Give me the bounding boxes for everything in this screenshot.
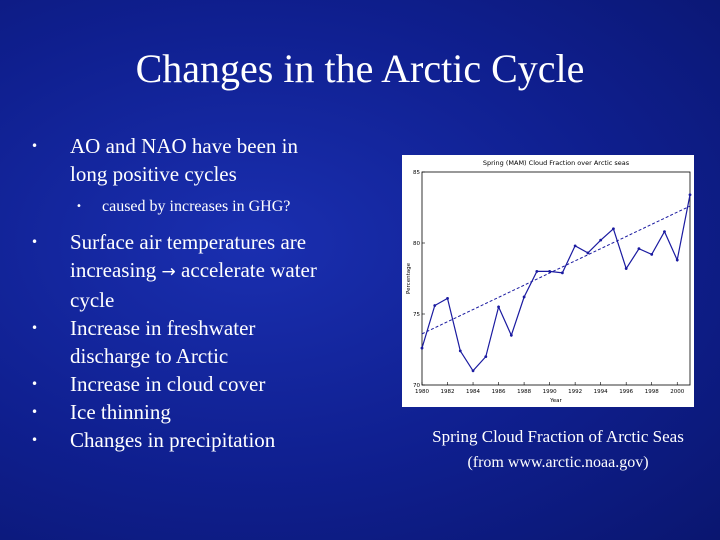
data-point <box>624 267 628 270</box>
x-tick-label: 1980 <box>415 389 429 395</box>
x-axis-label: Year <box>549 398 562 404</box>
bullet-precipitation: • Changes in precipitation <box>26 426 376 454</box>
data-point <box>497 305 500 309</box>
bullet-text-part: accelerate water <box>181 258 317 282</box>
data-point <box>586 251 590 255</box>
data-point <box>446 296 449 300</box>
y-tick-label: 70 <box>413 383 420 389</box>
data-point <box>458 349 462 353</box>
x-tick-label: 1988 <box>517 389 531 395</box>
bullet-marker: • <box>31 377 39 391</box>
data-point <box>663 230 666 234</box>
bullet-marker: • <box>31 139 39 153</box>
bullet-text-line: Increase in freshwater <box>70 316 256 340</box>
x-tick-label: 1982 <box>441 389 455 395</box>
bullet-marker: • <box>31 433 39 447</box>
bullet-text-line: cycle <box>70 288 115 312</box>
y-tick-label: 85 <box>413 170 420 176</box>
bullet-text-part: increasing <box>70 258 157 282</box>
data-point <box>637 247 641 251</box>
data-point <box>433 304 437 307</box>
sub-bullet-text: caused by increases in GHG? <box>102 198 291 215</box>
chart-source: (from www.arctic.noaa.gov) <box>467 454 649 471</box>
trend-line <box>421 205 691 335</box>
bullet-text-line: increasing → accelerate water <box>70 256 376 286</box>
bullet-text-line: discharge to Arctic <box>70 344 229 368</box>
data-point <box>420 346 424 350</box>
bullet-text-line: Changes in precipitation <box>70 428 276 452</box>
bullet-list: • AO and NAO have been in long positive … <box>26 132 376 454</box>
x-tick-label: 1986 <box>492 389 506 395</box>
data-point <box>688 193 692 197</box>
data-point <box>560 271 564 275</box>
x-tick-label: 2000 <box>670 389 684 395</box>
data-point <box>599 238 603 242</box>
bullet-ao-nao: • AO and NAO have been in long positive … <box>26 132 376 188</box>
data-point <box>548 270 552 273</box>
slide-title: Changes in the Arctic Cycle <box>135 46 585 91</box>
bullet-surface-air: • Surface air temperatures are increasin… <box>26 228 376 314</box>
data-point <box>522 295 526 299</box>
plot-frame <box>421 171 691 386</box>
x-tick-label: 1992 <box>568 389 582 395</box>
x-tick-label: 1994 <box>594 389 608 395</box>
y-tick-label: 75 <box>413 312 420 318</box>
data-point <box>471 369 475 373</box>
bullet-text-line: AO and NAO have been in <box>70 134 299 158</box>
bullet-freshwater: • Increase in freshwater discharge to Ar… <box>26 314 376 370</box>
cloud-fraction-chart: Spring (MAM) Cloud Fraction over Arctic … <box>402 155 694 407</box>
chart-svg: Spring (MAM) Cloud Fraction over Arctic … <box>406 159 692 404</box>
data-point <box>509 333 513 337</box>
chart-title: Spring (MAM) Cloud Fraction over Arctic … <box>483 159 630 167</box>
y-tick-label: 80 <box>413 241 420 247</box>
x-tick-label: 1984 <box>466 389 480 395</box>
bullet-text-line: Ice thinning <box>70 400 171 424</box>
bullet-marker: • <box>31 405 39 419</box>
bullet-marker: • <box>31 235 39 249</box>
x-tick-label: 1990 <box>543 389 557 395</box>
data-point <box>573 244 577 248</box>
sub-bullet-ghg: • caused by increases in GHG? <box>26 196 376 218</box>
data-point <box>535 270 539 273</box>
bullet-text-line: Increase in cloud cover <box>70 372 266 396</box>
bullet-text-line: long positive cycles <box>70 162 237 186</box>
bullet-cloud-cover: • Increase in cloud cover <box>26 370 376 398</box>
x-tick-label: 1996 <box>619 389 633 395</box>
series-line <box>421 194 691 372</box>
chart-caption: Spring Cloud Fraction of Arctic Seas <box>432 427 684 446</box>
data-point <box>612 227 615 231</box>
data-point <box>650 252 654 256</box>
bullet-ice-thinning: • Ice thinning <box>26 398 376 426</box>
y-axis-label: Percentage <box>406 262 412 294</box>
data-point <box>484 355 488 358</box>
bullet-text-line: Surface air temperatures are <box>70 230 307 254</box>
bullet-marker: • <box>31 321 39 335</box>
sub-bullet-marker: • <box>76 201 82 212</box>
x-tick-label: 1998 <box>645 389 659 395</box>
data-point <box>675 258 679 262</box>
right-arrow-icon: → <box>161 262 176 282</box>
